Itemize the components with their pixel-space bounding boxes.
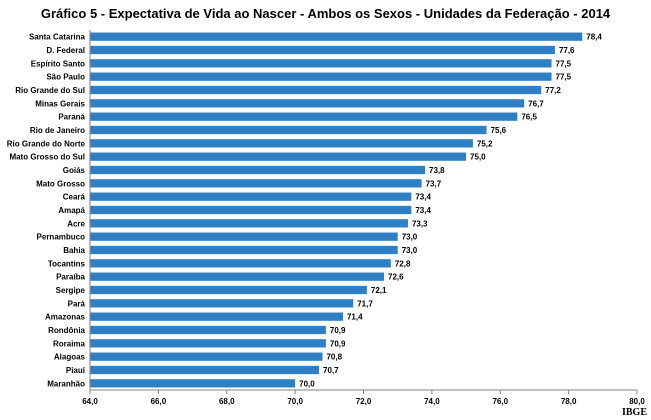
category-label: Rio Grande do Sul: [15, 86, 85, 95]
data-label: 73,7: [426, 179, 442, 188]
category-label: Espírito Santo: [31, 59, 85, 68]
bar: [90, 312, 343, 321]
data-label: 77,5: [556, 59, 572, 68]
x-tick-label: 74,0: [424, 397, 440, 406]
data-label: 73,0: [402, 233, 418, 242]
data-label: 72,1: [371, 286, 387, 295]
bar: [90, 99, 525, 108]
data-label: 70,7: [323, 366, 339, 375]
bar: [90, 32, 583, 41]
data-label: 71,7: [357, 299, 373, 308]
bar: [90, 112, 518, 121]
bar: [90, 85, 542, 95]
bar: [90, 152, 467, 161]
category-label: Piauí: [66, 366, 86, 375]
category-label: Maranhão: [47, 379, 85, 388]
bar: [90, 272, 385, 281]
data-label: 78,4: [586, 33, 602, 42]
category-label: D. Federal: [46, 46, 85, 55]
category-label: Paraíba: [56, 273, 85, 282]
x-tick-label: 80,0: [629, 397, 645, 406]
category-label: Goiás: [63, 166, 86, 175]
data-label: 76,7: [528, 99, 544, 108]
bar: [90, 285, 367, 295]
data-label: 72,8: [395, 259, 411, 268]
category-label: Pará: [68, 299, 86, 308]
category-label: São Paulo: [46, 73, 85, 82]
category-label: Alagoas: [54, 353, 86, 362]
data-label: 77,5: [556, 73, 572, 82]
category-label: Mato Grosso: [36, 179, 85, 188]
data-label: 76,5: [521, 113, 537, 122]
bar: [90, 45, 555, 55]
x-tick-label: 68,0: [219, 397, 235, 406]
category-label: Rondônia: [48, 326, 85, 335]
bar: [90, 165, 426, 175]
bar: [90, 205, 412, 215]
data-label: 73,0: [402, 246, 418, 255]
bar: [90, 232, 398, 241]
category-label: Santa Catarina: [29, 33, 86, 42]
bar: [90, 365, 320, 375]
category-label: Paraná: [58, 113, 85, 122]
data-label: 70,9: [330, 326, 346, 335]
category-label: Tocantins: [48, 259, 86, 268]
bar: [90, 59, 552, 68]
x-tick-label: 72,0: [356, 397, 372, 406]
bar: [90, 259, 391, 268]
data-label: 75,2: [477, 139, 493, 148]
category-label: Ceará: [63, 193, 86, 202]
data-label: 77,6: [559, 46, 575, 55]
data-label: 72,6: [388, 273, 404, 282]
bar: [90, 352, 323, 361]
bar: [90, 219, 408, 228]
category-label: Pernambuco: [37, 233, 86, 242]
x-tick-label: 64,0: [82, 397, 98, 406]
data-label: 73,8: [429, 166, 445, 175]
category-label: Rio de Janeiro: [30, 126, 85, 135]
bar: [90, 339, 326, 348]
x-tick-label: 76,0: [492, 397, 508, 406]
category-label: Sergipe: [56, 286, 86, 295]
data-label: 73,4: [415, 206, 431, 215]
data-label: 70,9: [330, 339, 346, 348]
category-label: Mato Grosso do Sul: [9, 153, 85, 162]
data-label: 70,0: [299, 379, 315, 388]
data-label: 77,2: [545, 86, 561, 95]
bar: [90, 192, 412, 201]
category-label: Roraima: [53, 339, 86, 348]
data-label: 75,6: [491, 126, 507, 135]
x-tick-label: 70,0: [287, 397, 303, 406]
category-label: Amapá: [58, 206, 85, 215]
data-label: 71,4: [347, 313, 363, 322]
category-label: Acre: [67, 219, 85, 228]
data-label: 73,3: [412, 219, 428, 228]
bar: [90, 245, 398, 255]
x-tick-label: 78,0: [561, 397, 577, 406]
bar: [90, 299, 354, 308]
bar: [90, 379, 296, 388]
category-label: Rio Grande do Norte: [7, 139, 86, 148]
category-label: Bahia: [63, 246, 85, 255]
data-label: 70,8: [326, 353, 342, 362]
source-label: IBGE: [621, 407, 647, 418]
bar: [90, 72, 552, 81]
data-label: 75,0: [470, 153, 486, 162]
bar: [90, 179, 422, 188]
bar: [90, 325, 326, 335]
bar: [90, 125, 487, 135]
category-label: Minas Gerais: [35, 99, 85, 108]
x-tick-label: 66,0: [151, 397, 167, 406]
data-label: 73,4: [415, 193, 431, 202]
bar: [90, 139, 473, 148]
category-label: Amazonas: [45, 313, 86, 322]
chart-title: Gráfico 5 - Expectativa de Vida ao Nasce…: [40, 6, 611, 21]
